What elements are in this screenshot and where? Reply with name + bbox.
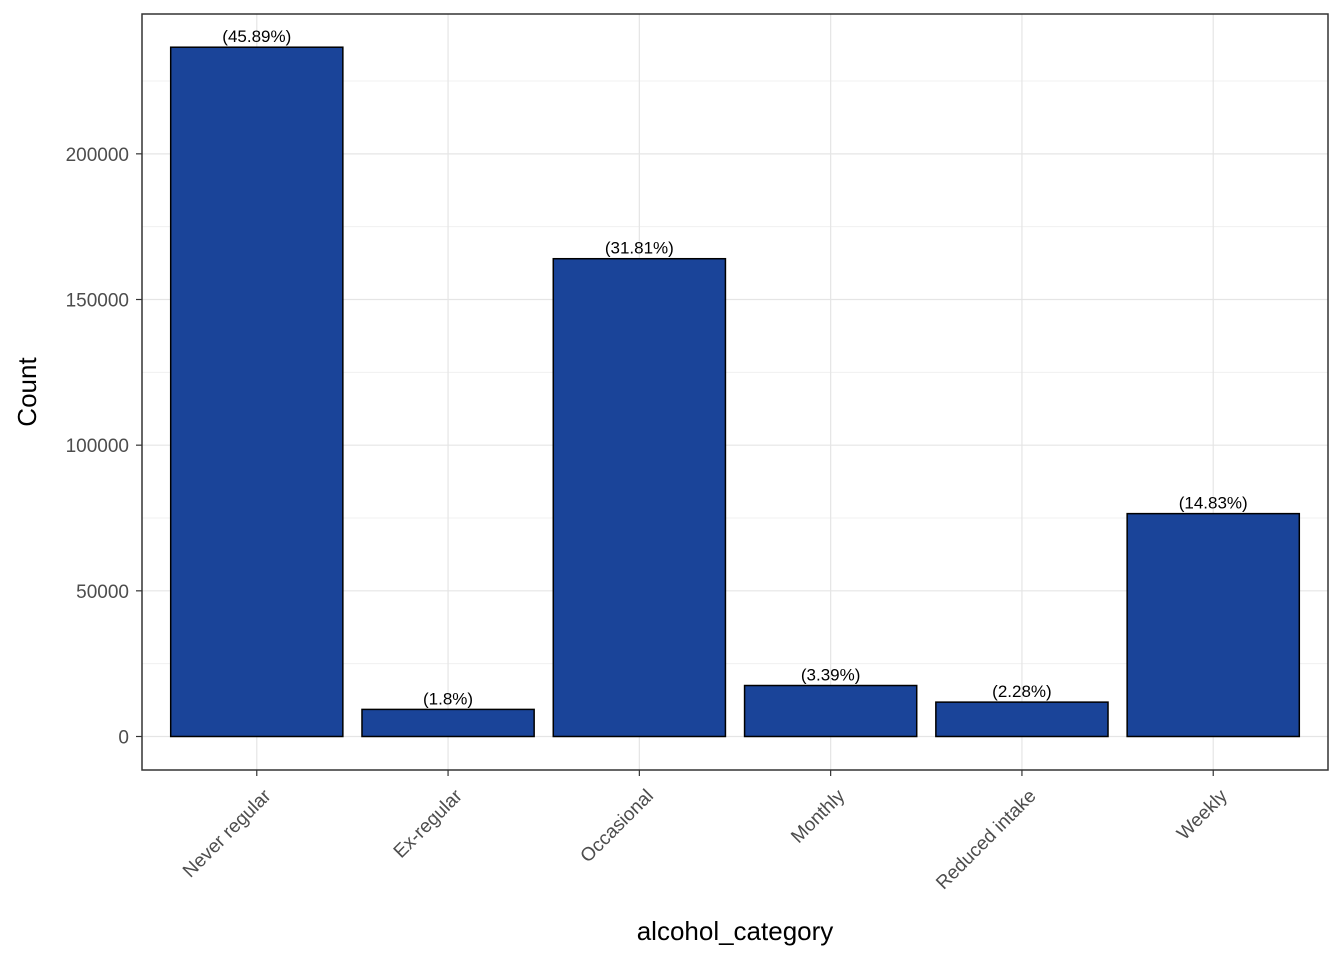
y-tick-label: 100000 [66,436,129,457]
data-label: (3.39%) [801,666,861,685]
bar [1126,512,1301,738]
bar [935,701,1109,738]
bar [361,708,535,738]
bar [552,257,727,738]
data-label: (2.28%) [992,682,1052,701]
y-axis-title: Count [12,357,42,427]
x-tick-label: Occasional [577,786,658,867]
y-tick-label: 50000 [76,582,129,603]
data-label: (14.83%) [1179,494,1248,513]
x-tick-label: Monthly [787,785,849,847]
panel-border [141,13,1329,771]
x-tick-label: Ex-regular [390,785,467,862]
data-label: (31.81%) [605,239,674,258]
bar [743,684,918,738]
data-labels: (45.89%) (1.8%) (31.81%) (3.39%) (2.28%) (14.… [222,27,1247,708]
y-tick-label: 0 [118,727,129,748]
x-tick-label: Never regular [179,785,276,882]
data-label: (45.89%) [222,27,291,46]
x-tick-label: Reduced intake [932,786,1040,894]
y-tick-label: 150000 [66,291,129,312]
x-axis-title: alcohol_category [637,916,834,946]
y-tick-label: 200000 [66,145,129,166]
bar [169,46,344,738]
y-axis: 0 50000 100000 150000 200000 [66,145,142,748]
x-axis: Never regular Ex-regular Occasional Monthly… [179,770,1232,894]
bars [169,46,1301,738]
x-tick-label: Weekly [1173,785,1232,844]
data-label: (1.8%) [423,689,473,708]
